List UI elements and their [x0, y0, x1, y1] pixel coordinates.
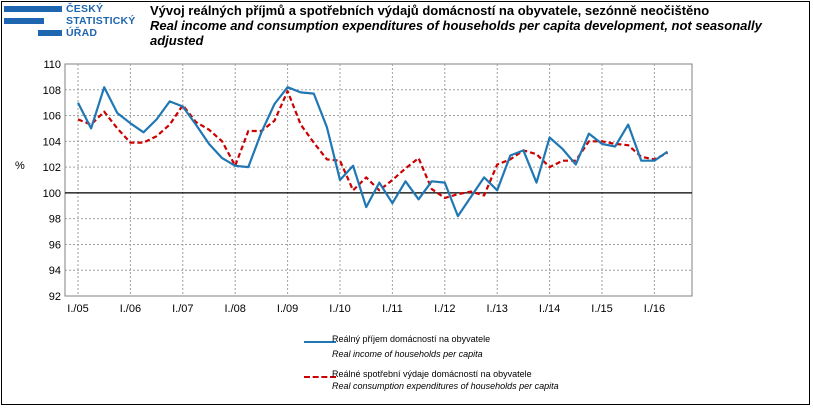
- chart-title-cz: Vývoj reálných příjmů a spotřebních výda…: [150, 3, 710, 18]
- x-tick-label: I./12: [434, 303, 455, 315]
- czso-logo: ČESKÝ STATISTICKÝ ÚŘAD: [4, 3, 135, 43]
- x-tick-label: I./05: [67, 303, 88, 315]
- y-tick-label: 96: [49, 239, 61, 251]
- y-tick-label: 100: [43, 188, 61, 200]
- x-tick-label: I./08: [224, 303, 245, 315]
- y-axis-label: %: [15, 160, 25, 172]
- y-tick-label: 110: [43, 59, 61, 71]
- legend-label-income-en: Real income of households per capita: [332, 349, 483, 359]
- x-tick-label: I./16: [644, 303, 665, 315]
- y-tick-label: 92: [49, 291, 61, 303]
- y-tick-label: 102: [43, 162, 61, 174]
- legend-label-income-cz: Reálný příjem domácností na obyvatele: [332, 334, 491, 344]
- y-tick-label: 106: [43, 111, 61, 123]
- x-tick-label: I./07: [172, 303, 193, 315]
- x-tick-label: I./09: [277, 303, 298, 315]
- x-tick-label: I./06: [120, 303, 141, 315]
- chart-title-en: Real income and consumption expenditures…: [150, 18, 762, 48]
- x-tick-label: I./10: [329, 303, 350, 315]
- logo-text: ČESKÝ STATISTICKÝ ÚŘAD: [66, 3, 136, 39]
- y-tick-label: 104: [43, 136, 61, 148]
- legend-label-consumption-cz: Reálné spotřební výdaje domácností na ob…: [332, 369, 532, 379]
- series-line-income: [77, 86, 669, 218]
- legend-swatch-consumption: [304, 376, 336, 378]
- x-tick-label: I./15: [591, 303, 612, 315]
- y-tick-label: 98: [49, 214, 61, 226]
- legend-label-consumption-en: Real consumption expenditures of househo…: [332, 381, 559, 391]
- x-tick-label: I./13: [486, 303, 507, 315]
- legend-swatch-income: [304, 341, 336, 343]
- y-tick-label: 108: [43, 85, 61, 97]
- plot-area: [64, 63, 693, 297]
- x-tick-label: I./11: [382, 303, 403, 315]
- y-tick-label: 94: [49, 265, 61, 277]
- series-line-consumption: [77, 89, 668, 200]
- x-tick-label: I./14: [539, 303, 560, 315]
